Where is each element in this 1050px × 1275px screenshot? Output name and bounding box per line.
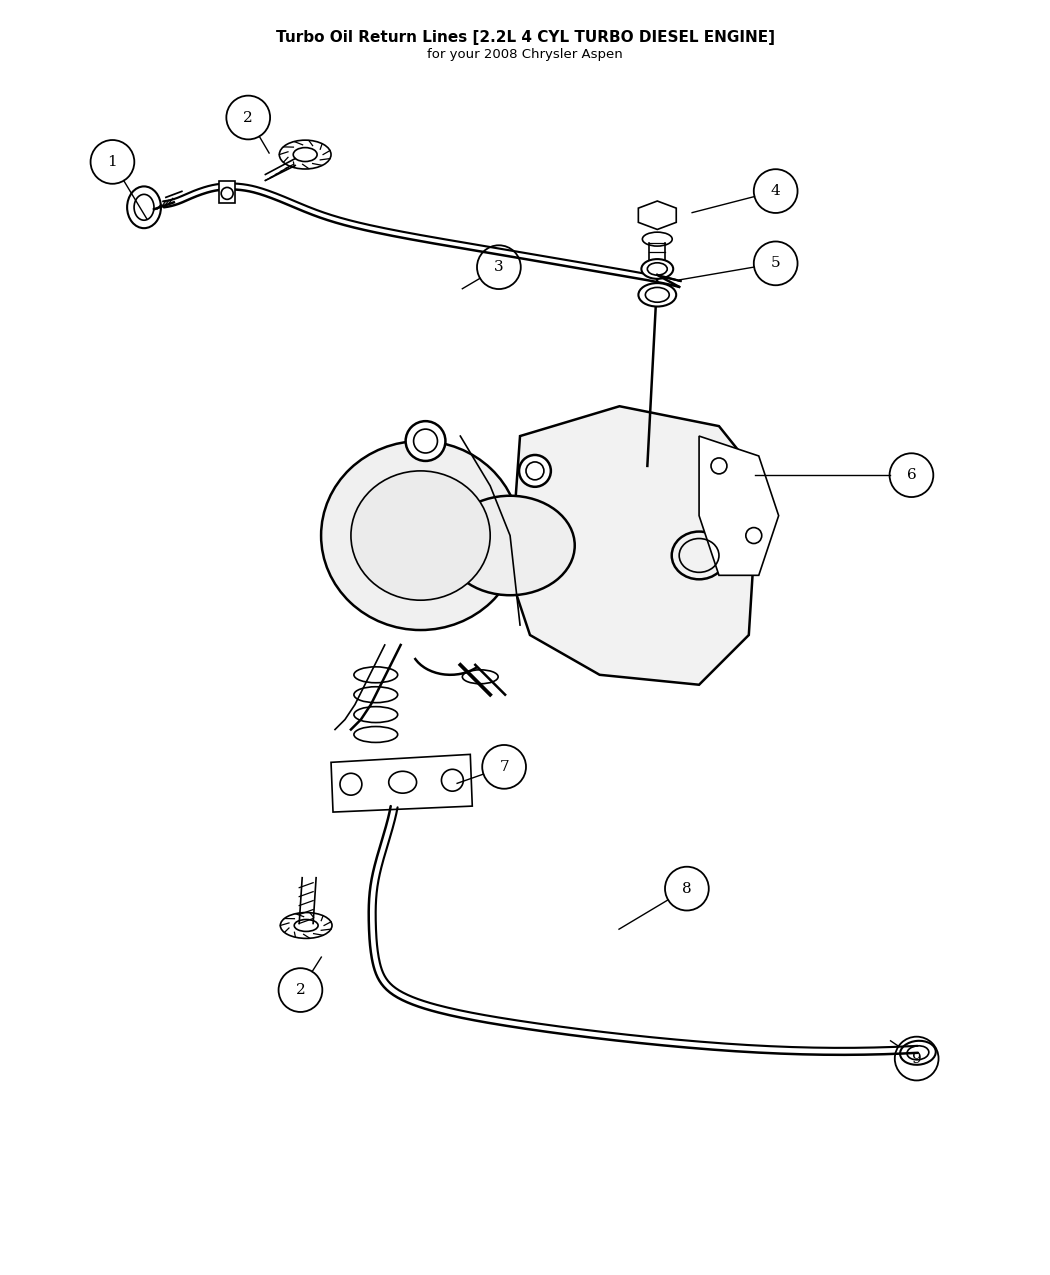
Text: Turbo Oil Return Lines [2.2L 4 CYL TURBO DIESEL ENGINE]: Turbo Oil Return Lines [2.2L 4 CYL TURBO… (275, 31, 775, 45)
Ellipse shape (280, 913, 332, 938)
Polygon shape (331, 755, 472, 812)
Text: 9: 9 (911, 1052, 922, 1066)
Polygon shape (638, 201, 676, 229)
Bar (219, 181, 235, 203)
Ellipse shape (642, 259, 673, 279)
Text: 6: 6 (906, 468, 917, 482)
Polygon shape (699, 436, 779, 575)
Ellipse shape (279, 140, 331, 170)
Text: for your 2008 Chrysler Aspen: for your 2008 Chrysler Aspen (427, 48, 623, 61)
Text: 2: 2 (244, 111, 253, 125)
Ellipse shape (321, 441, 520, 630)
Ellipse shape (445, 496, 574, 595)
Circle shape (441, 769, 463, 792)
Text: 4: 4 (771, 184, 780, 198)
Circle shape (519, 455, 551, 487)
Text: 2: 2 (295, 983, 306, 997)
Circle shape (340, 773, 362, 796)
Ellipse shape (351, 470, 490, 601)
Text: 7: 7 (500, 760, 509, 774)
Text: 5: 5 (771, 256, 780, 270)
Ellipse shape (638, 283, 676, 306)
Text: 3: 3 (495, 260, 504, 274)
Ellipse shape (672, 532, 727, 579)
Text: 1: 1 (107, 154, 118, 168)
Circle shape (405, 421, 445, 462)
Text: 8: 8 (682, 881, 692, 895)
Polygon shape (510, 407, 759, 685)
